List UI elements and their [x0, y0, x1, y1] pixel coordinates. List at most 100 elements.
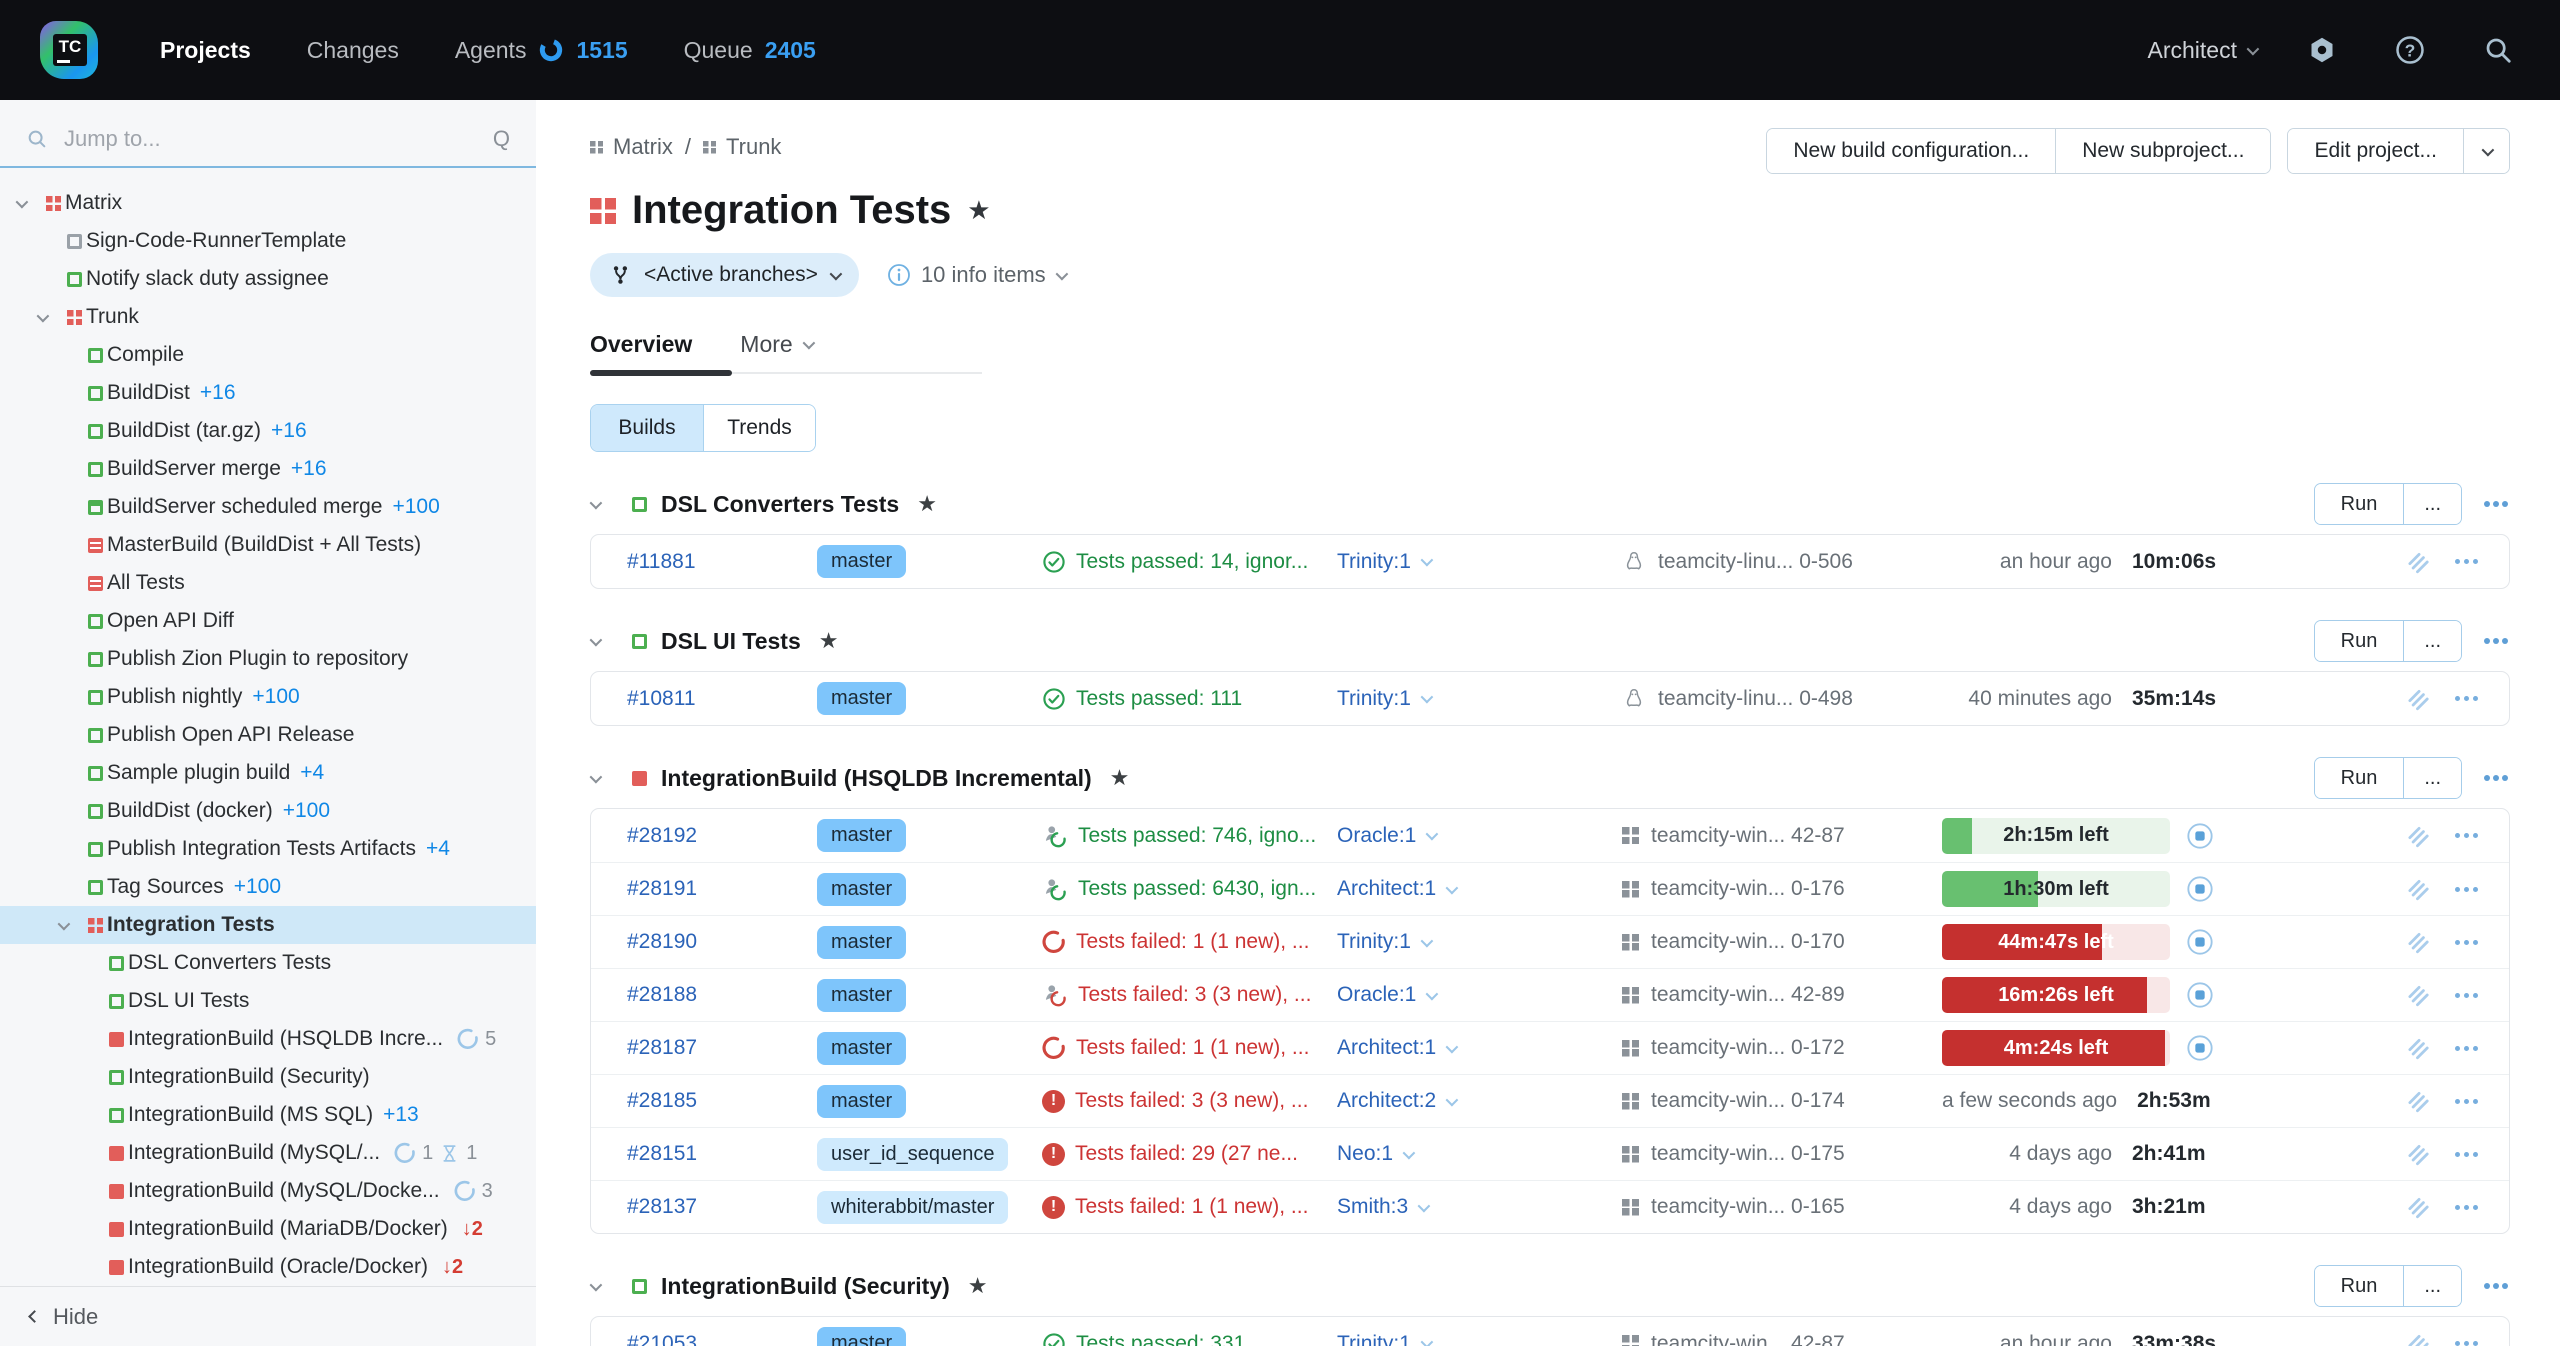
build-status-text[interactable]: Tests failed: 1 (1 new), ... — [1076, 930, 1310, 953]
sidebar-item[interactable]: Publish Zion Plugin to repository — [0, 640, 536, 678]
investigator-link[interactable]: Oracle:1 — [1337, 983, 1417, 1006]
build-row[interactable]: #28188 master Tests failed: 3 (3 new), ...… — [591, 968, 2509, 1021]
build-number-link[interactable]: #21053 — [627, 1331, 698, 1346]
breadcrumb-item[interactable]: Matrix — [590, 134, 673, 160]
run-button[interactable]: Run — [2314, 758, 2404, 798]
section-menu-button[interactable] — [2484, 638, 2510, 644]
favorite-star-icon[interactable]: ★ — [967, 195, 991, 225]
section-title[interactable]: IntegrationBuild (Security) — [661, 1272, 950, 1299]
nav-item-changes[interactable]: Changes — [307, 37, 399, 64]
favorite-star-icon[interactable]: ★ — [967, 1273, 988, 1298]
branch-badge[interactable]: master — [817, 819, 907, 852]
investigator-link[interactable]: Smith:3 — [1337, 1195, 1409, 1218]
new-build-configuration-button[interactable]: New build configuration... — [1767, 129, 2056, 173]
investigator-link[interactable]: Trinity:1 — [1337, 686, 1411, 710]
stop-build-button[interactable] — [2186, 928, 2214, 956]
build-row[interactable]: #28185 master! Tests failed: 3 (3 new), ..… — [591, 1074, 2509, 1127]
sidebar-item[interactable]: Notify slack duty assignee — [0, 260, 536, 298]
stop-build-button[interactable] — [2186, 1034, 2214, 1062]
branch-badge[interactable]: master — [817, 1031, 907, 1065]
build-status-text[interactable]: Tests passed: 331 — [1076, 1331, 1246, 1346]
build-number-link[interactable]: #28137 — [627, 1195, 698, 1218]
search-icon[interactable] — [2476, 28, 2520, 72]
sidebar-footer[interactable]: Hide — [0, 1286, 536, 1346]
sidebar-item[interactable]: Open API Diff — [0, 602, 536, 640]
build-status-text[interactable]: Tests failed: 3 (3 new), ... — [1078, 983, 1312, 1006]
build-status-text[interactable]: Tests failed: 3 (3 new), ... — [1075, 1089, 1309, 1112]
row-menu-button[interactable] — [2455, 1045, 2481, 1051]
sidebar-item[interactable]: Integration Tests — [0, 906, 536, 944]
build-tags-button[interactable] — [2405, 823, 2431, 849]
sidebar-item[interactable]: All Tests — [0, 564, 536, 602]
build-tags-button[interactable] — [2405, 929, 2431, 955]
nav-item-projects[interactable]: Projects — [160, 37, 251, 64]
stop-build-button[interactable] — [2186, 822, 2214, 850]
build-row[interactable]: #28187 master Tests failed: 1 (1 new), ...… — [591, 1021, 2509, 1074]
sidebar-item[interactable]: IntegrationBuild (MySQL/Docke... 3 — [0, 1172, 536, 1210]
build-number-link[interactable]: #28192 — [627, 823, 698, 847]
build-number-link[interactable]: #28191 — [627, 877, 698, 900]
build-status-text[interactable]: Tests passed: 6430, ign... — [1078, 877, 1317, 900]
investigator-link[interactable]: Architect:1 — [1337, 877, 1437, 900]
section-menu-button[interactable] — [2484, 501, 2510, 507]
sidebar-item[interactable]: DSL Converters Tests — [0, 944, 536, 982]
sidebar-item[interactable]: IntegrationBuild (MariaDB/Docker) ↓2 — [0, 1210, 536, 1248]
row-menu-button[interactable] — [2455, 1098, 2481, 1104]
build-number-link[interactable]: #11881 — [627, 549, 696, 573]
build-tags-button[interactable] — [2405, 1331, 2431, 1346]
sidebar-item[interactable]: IntegrationBuild (MySQL/... 1 1 — [0, 1134, 536, 1172]
build-row[interactable]: #11881 master Tests passed: 14, ignor... Tr… — [591, 535, 2509, 588]
investigator-link[interactable]: Trinity:1 — [1337, 1331, 1411, 1346]
build-number-link[interactable]: #28185 — [627, 1089, 698, 1112]
stop-build-button[interactable] — [2186, 981, 2214, 1009]
build-number-link[interactable]: #10811 — [627, 686, 696, 710]
section-title[interactable]: DSL UI Tests — [661, 627, 801, 654]
branch-badge[interactable]: master — [817, 1327, 907, 1346]
chevron-down-icon[interactable] — [589, 496, 620, 509]
build-tags-button[interactable] — [2405, 1088, 2431, 1114]
tab-overview[interactable]: Overview — [590, 331, 693, 357]
row-menu-button[interactable] — [2455, 559, 2481, 564]
row-menu-button[interactable] — [2455, 696, 2481, 701]
toggle-trends[interactable]: Trends — [703, 405, 815, 451]
sidebar-item[interactable]: BuildServer merge +16 — [0, 450, 536, 488]
sidebar-item[interactable]: Publish Integration Tests Artifacts +4 — [0, 830, 536, 868]
row-menu-button[interactable] — [2455, 1151, 2481, 1157]
agent-cell[interactable]: teamcity-win... 0-170 — [1622, 930, 1942, 954]
favorite-star-icon[interactable]: ★ — [917, 491, 937, 516]
build-row[interactable]: #28190 master Tests failed: 1 (1 new), ...… — [591, 915, 2509, 968]
teamcity-logo[interactable]: TC — [40, 21, 98, 79]
info-items[interactable]: 10 info items — [887, 262, 1068, 288]
chevron-down-icon[interactable] — [589, 633, 620, 646]
build-tags-button[interactable] — [2405, 1035, 2431, 1061]
build-status-text[interactable]: Tests passed: 111 — [1076, 686, 1243, 710]
sidebar-item[interactable]: Sample plugin build +4 — [0, 754, 536, 792]
sidebar-item[interactable]: Matrix — [0, 184, 536, 222]
build-number-link[interactable]: #28187 — [627, 1036, 698, 1059]
build-row[interactable]: #28151 user_id_sequence! Tests failed: 29 … — [591, 1127, 2509, 1180]
agent-cell[interactable]: teamcity-linu... 0-506 — [1622, 550, 1942, 574]
build-status-text[interactable]: Tests passed: 746, igno... — [1078, 823, 1317, 847]
sidebar-item[interactable]: Tag Sources +100 — [0, 868, 536, 906]
agent-cell[interactable]: teamcity-win... 0-172 — [1622, 1036, 1942, 1060]
row-menu-button[interactable] — [2455, 1204, 2481, 1210]
tab-more[interactable]: More — [740, 331, 815, 358]
run-options-button[interactable]: ... — [2403, 484, 2461, 524]
investigator-link[interactable]: Trinity:1 — [1337, 930, 1411, 953]
investigator-link[interactable]: Trinity:1 — [1337, 549, 1411, 573]
build-row[interactable]: #28191 master Tests passed: 6430, ign... Ar… — [591, 862, 2509, 915]
section-title[interactable]: DSL Converters Tests — [661, 490, 900, 517]
agent-cell[interactable]: teamcity-win... 42-89 — [1622, 983, 1942, 1007]
section-menu-button[interactable] — [2484, 1283, 2510, 1289]
chevron-down-icon[interactable] — [589, 770, 620, 783]
branch-badge[interactable]: master — [817, 545, 907, 578]
section-menu-button[interactable] — [2484, 775, 2510, 781]
nav-item-queue[interactable]: Queue 2405 — [684, 37, 816, 64]
agent-cell[interactable]: teamcity-win... 42-87 — [1622, 1332, 1942, 1346]
user-menu[interactable]: Architect — [2148, 37, 2260, 64]
agent-cell[interactable]: teamcity-win... 0-175 — [1622, 1142, 1942, 1166]
branch-badge[interactable]: master — [817, 1084, 907, 1118]
nav-item-agents[interactable]: Agents 1515 — [455, 37, 628, 64]
sidebar-item[interactable]: MasterBuild (BuildDist + All Tests) — [0, 526, 536, 564]
help-icon[interactable]: ? — [2388, 28, 2432, 72]
